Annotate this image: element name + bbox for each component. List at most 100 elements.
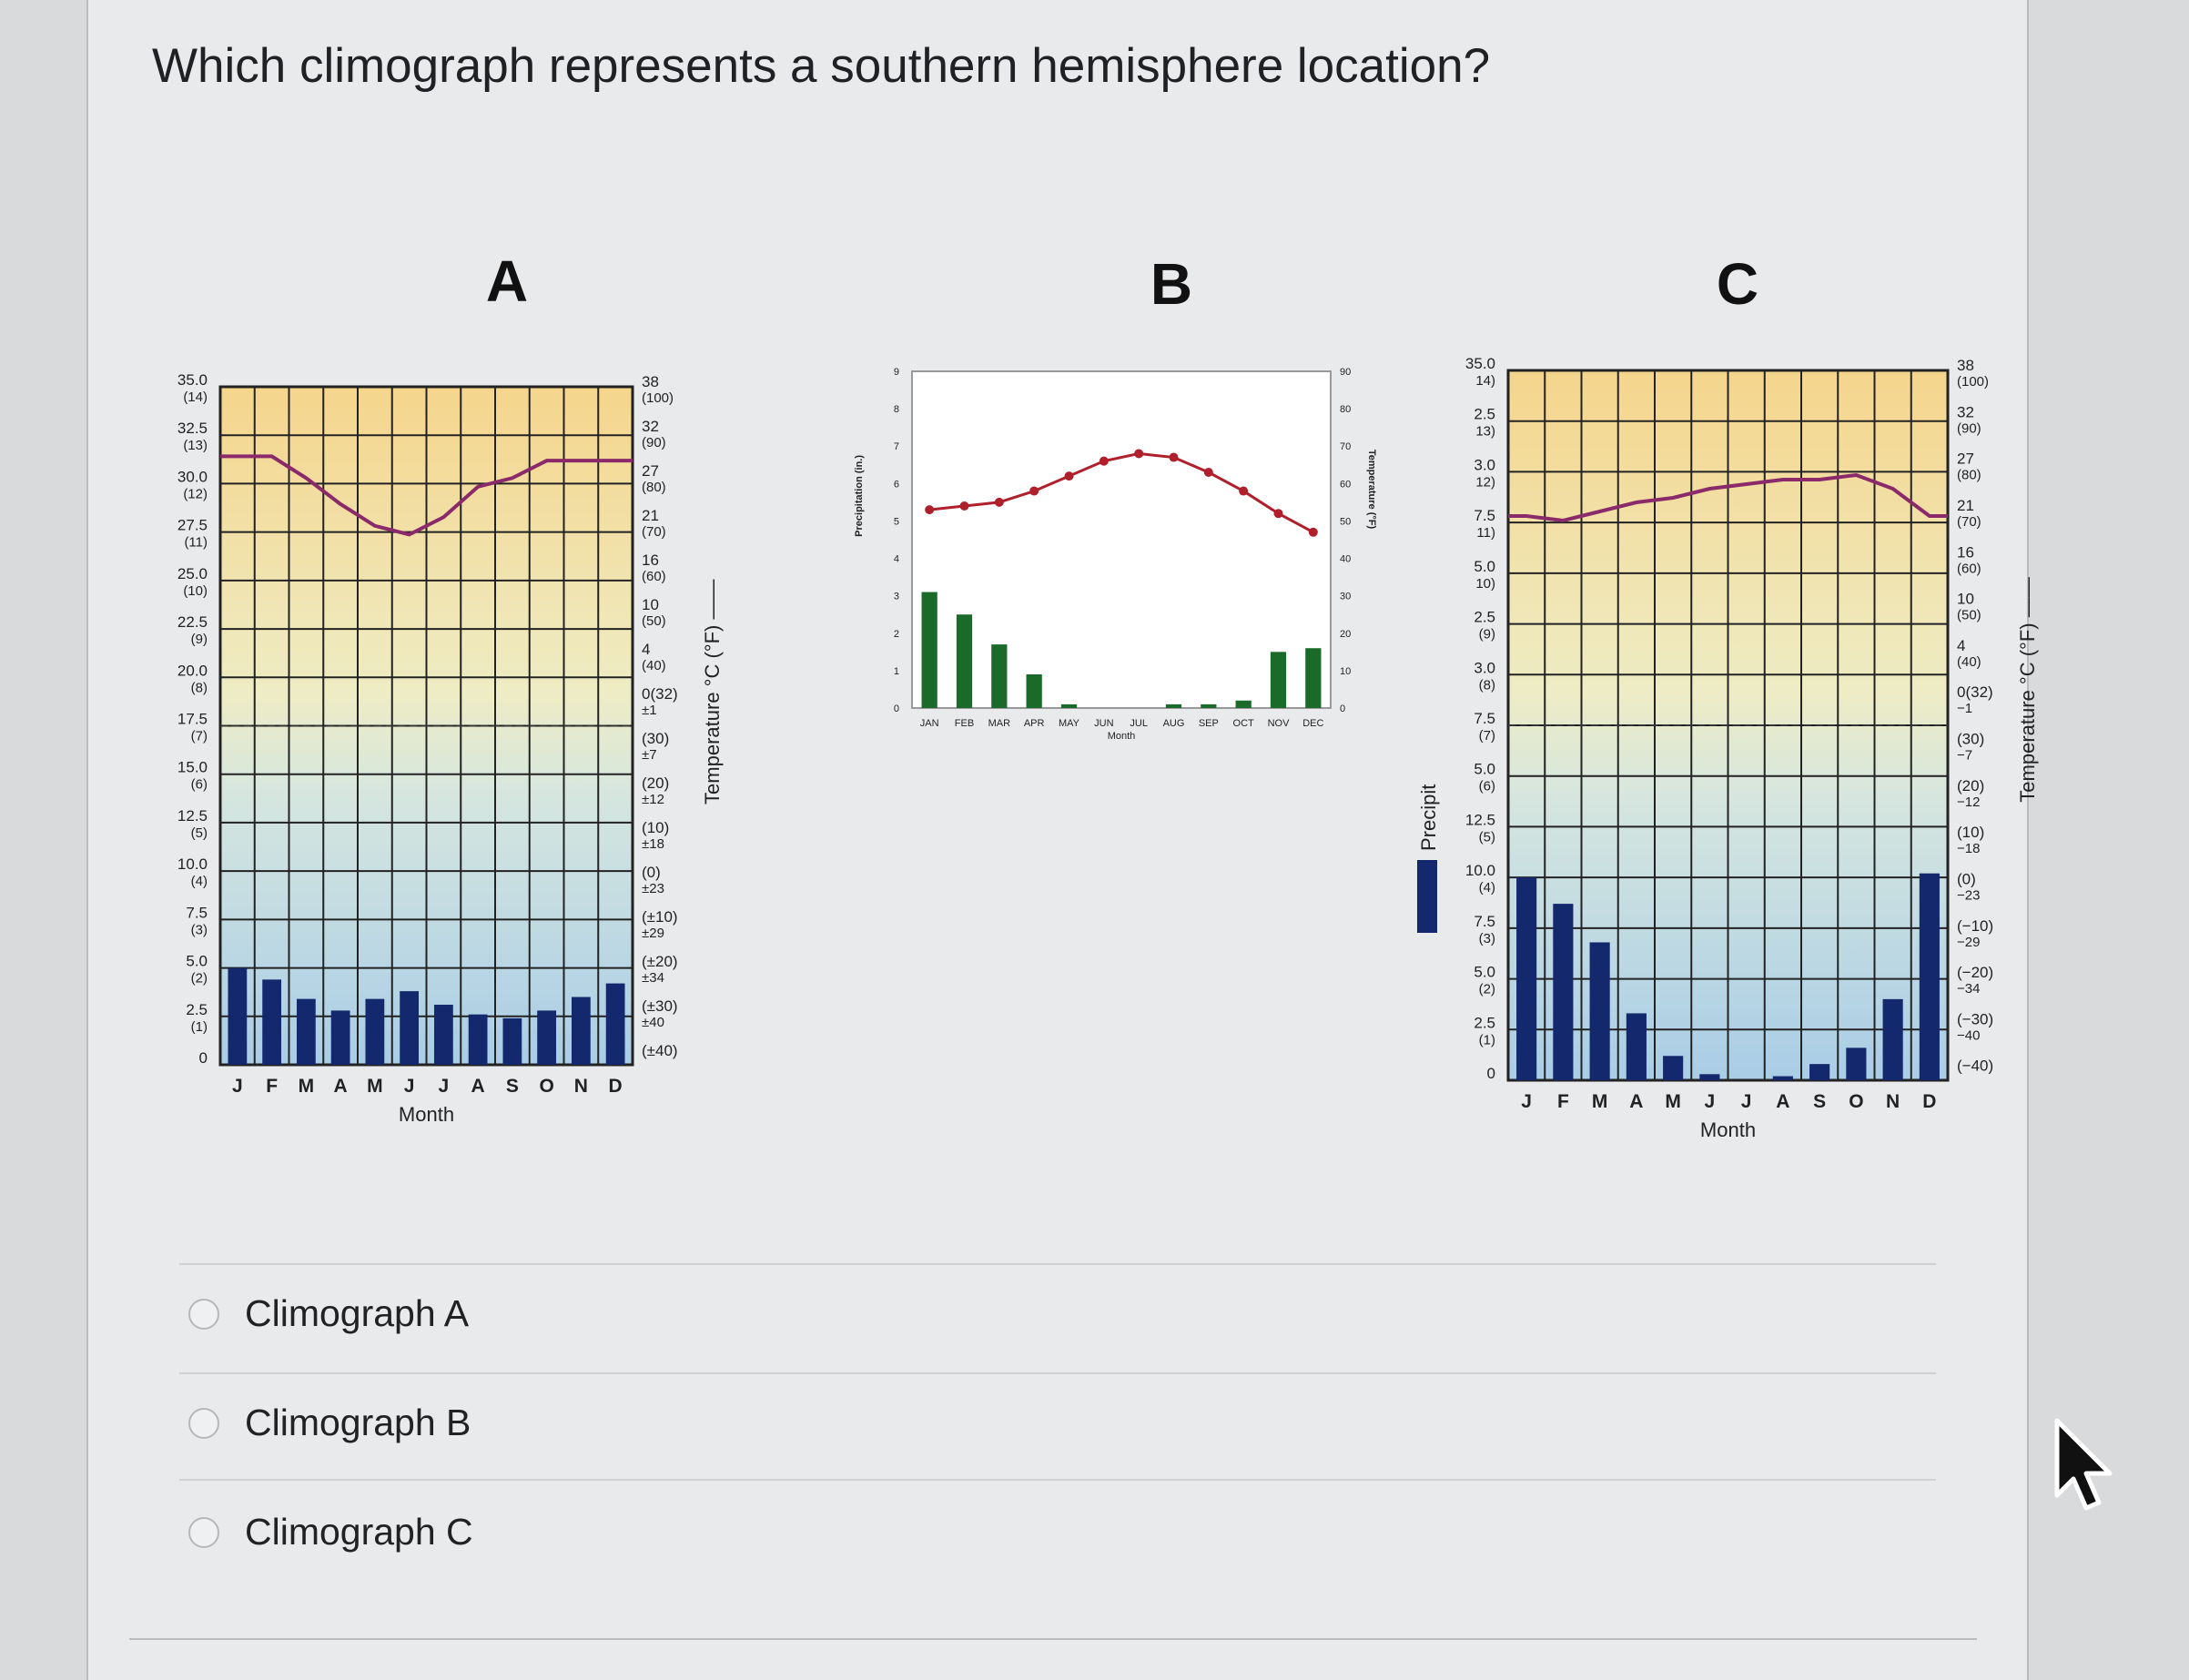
- right-tick-label: (−40): [1957, 1058, 1993, 1075]
- precip-bar: [1882, 998, 1903, 1080]
- right-tick-label: (30): [1957, 731, 1984, 748]
- radio-button[interactable]: [188, 1298, 219, 1330]
- left-tick-label: 8: [894, 404, 899, 415]
- temperature-point: [959, 501, 969, 511]
- left-tick-label: 30.0: [177, 468, 208, 485]
- left-tick-label: 7: [894, 441, 899, 452]
- chart-a-title: A: [485, 248, 529, 314]
- y-axis-title-right: Temperature °C (°F) ——: [701, 580, 724, 805]
- right-tick-sub: (40): [1957, 654, 1981, 670]
- right-tick-sub: −7: [1957, 748, 1972, 764]
- right-tick-label: (0): [642, 864, 661, 881]
- precip-bar: [1270, 652, 1287, 708]
- precip-bar: [921, 592, 937, 708]
- radio-button[interactable]: [188, 1407, 219, 1439]
- option-climograph-c[interactable]: Climograph C: [188, 1511, 473, 1553]
- right-tick-sub: (50): [642, 613, 666, 629]
- month-label: JAN: [920, 718, 939, 729]
- month-label: M: [299, 1076, 315, 1097]
- right-tick-label: 10: [1957, 591, 1974, 608]
- right-tick-label: 16: [642, 552, 659, 569]
- precip-bar: [502, 1017, 522, 1065]
- month-label: J: [1741, 1091, 1752, 1112]
- precip-bar: [1809, 1064, 1830, 1080]
- temperature-point: [994, 497, 1004, 507]
- left-tick-label: 4: [894, 554, 899, 565]
- right-tick-sub: (80): [1957, 468, 1981, 483]
- left-tick-label: 6: [894, 479, 899, 490]
- right-tick-label: 40: [1340, 554, 1351, 565]
- left-tick-label: 0: [894, 703, 899, 714]
- mouse-pointer-icon: [2054, 1418, 2113, 1511]
- month-label: J: [1521, 1091, 1532, 1112]
- right-tick-label: 32: [642, 418, 659, 435]
- right-tick-label: 16: [1957, 543, 1974, 561]
- temperature-line: [220, 454, 633, 537]
- right-tick-sub: ±7: [642, 747, 657, 763]
- left-tick-label: 32.5: [177, 420, 208, 437]
- month-label: A: [1776, 1091, 1789, 1112]
- option-climograph-a[interactable]: Climograph A: [188, 1292, 469, 1335]
- right-tick-label: 38: [1957, 357, 1974, 374]
- x-axis-title: Month: [399, 1103, 454, 1126]
- right-tick-label: 60: [1340, 479, 1351, 490]
- right-tick-label: 38: [642, 373, 659, 390]
- precip-bar: [991, 644, 1008, 708]
- left-tick-sub: (4): [191, 874, 208, 889]
- month-label: J: [232, 1076, 243, 1097]
- right-tick-sub: ±1: [642, 703, 657, 718]
- right-tick-label: 10: [642, 596, 659, 613]
- left-tick-label: 17.5: [177, 711, 208, 728]
- left-tick-sub: (2): [1479, 982, 1495, 997]
- right-tick-label: (10): [1957, 824, 1984, 841]
- right-tick-label: (±20): [642, 953, 678, 970]
- right-tick-sub: (90): [642, 435, 666, 450]
- precip-bar: [1846, 1047, 1867, 1080]
- precip-bar: [571, 997, 591, 1065]
- precip-bar: [262, 979, 282, 1065]
- left-tick-sub: (4): [1479, 880, 1495, 896]
- month-label: O: [1849, 1091, 1863, 1112]
- temperature-point: [925, 505, 935, 515]
- precip-bar: [1772, 1076, 1793, 1080]
- left-tick-sub: (14): [183, 390, 208, 405]
- right-tick-sub: ±40: [642, 1015, 664, 1030]
- page-bottom-border: [129, 1638, 1977, 1640]
- radio-button[interactable]: [188, 1516, 219, 1548]
- right-tick-sub: (100): [1957, 374, 1989, 390]
- left-tick-sub: 11): [1476, 525, 1495, 541]
- month-label: M: [367, 1076, 383, 1097]
- right-tick-label: (30): [642, 730, 669, 747]
- divider: [179, 1479, 1936, 1481]
- left-tick-sub: (8): [1479, 677, 1495, 693]
- left-tick-label: 5.0: [186, 953, 208, 970]
- month-label: A: [1629, 1091, 1643, 1112]
- left-tick-label: 3.0: [1474, 659, 1495, 676]
- right-tick-label: 0(32): [1957, 683, 1993, 701]
- left-tick-sub: 14): [1475, 373, 1495, 389]
- right-tick-sub: (50): [1957, 608, 1981, 623]
- month-label: MAR: [988, 718, 1011, 729]
- month-label: SEP: [1199, 718, 1219, 729]
- temperature-point: [1064, 471, 1074, 481]
- month-label: A: [334, 1076, 348, 1097]
- right-tick-sub: (60): [642, 569, 666, 584]
- precip-bar: [1589, 942, 1610, 1080]
- left-tick-sub: (6): [1479, 779, 1495, 794]
- legend-label: Precipit: [1417, 784, 1440, 851]
- left-tick-sub: (5): [191, 825, 208, 841]
- left-tick-sub: (9): [1479, 627, 1495, 643]
- precip-bar: [1626, 1013, 1647, 1080]
- option-climograph-b[interactable]: Climograph B: [188, 1402, 471, 1444]
- left-tick-label: 2: [894, 629, 899, 640]
- left-tick-sub: (7): [1479, 728, 1495, 744]
- divider: [179, 1372, 1936, 1374]
- right-tick-sub: (80): [642, 480, 666, 495]
- right-tick-label: 0: [1340, 703, 1345, 714]
- temperature-point: [1239, 486, 1249, 496]
- right-tick-label: 90: [1340, 367, 1351, 378]
- month-label: S: [506, 1076, 519, 1097]
- month-label: O: [539, 1076, 553, 1097]
- right-tick-sub: (40): [642, 658, 666, 673]
- left-tick-label: 35.0: [177, 371, 208, 389]
